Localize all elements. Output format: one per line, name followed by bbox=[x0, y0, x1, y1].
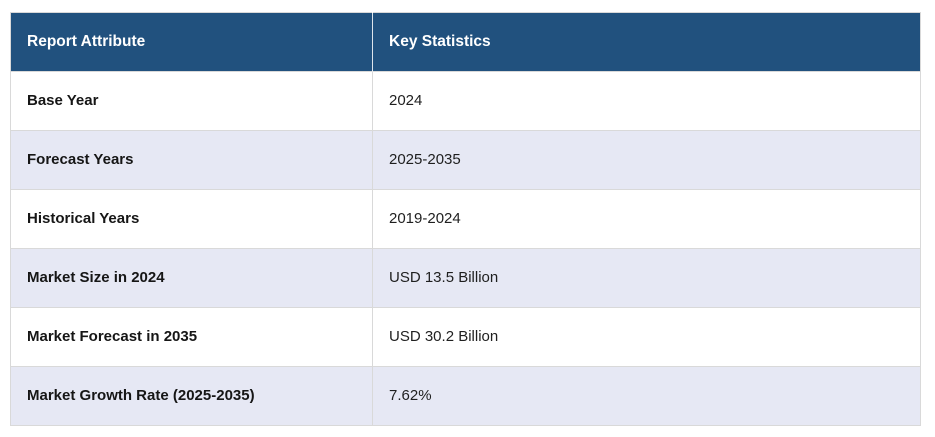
attribute-cell: Historical Years bbox=[10, 189, 373, 249]
value-cell: 2024 bbox=[372, 71, 921, 131]
table-row: Historical Years 2019-2024 bbox=[10, 189, 921, 249]
attribute-cell: Market Growth Rate (2025-2035) bbox=[10, 366, 373, 426]
attribute-cell: Base Year bbox=[10, 71, 373, 131]
value-cell: 7.62% bbox=[372, 366, 921, 426]
attribute-cell: Market Size in 2024 bbox=[10, 248, 373, 308]
table-row: Market Forecast in 2035 USD 30.2 Billion bbox=[10, 307, 921, 367]
report-statistics-table-container: Report Attribute Key Statistics Base Yea… bbox=[10, 12, 921, 426]
value-cell: USD 13.5 Billion bbox=[372, 248, 921, 308]
column-header-report-attribute: Report Attribute bbox=[10, 12, 373, 72]
attribute-cell: Market Forecast in 2035 bbox=[10, 307, 373, 367]
value-cell: 2025-2035 bbox=[372, 130, 921, 190]
table-row: Forecast Years 2025-2035 bbox=[10, 130, 921, 190]
column-header-key-statistics: Key Statistics bbox=[372, 12, 921, 72]
table-row: Market Size in 2024 USD 13.5 Billion bbox=[10, 248, 921, 308]
value-cell: 2019-2024 bbox=[372, 189, 921, 249]
table-header-row: Report Attribute Key Statistics bbox=[10, 12, 921, 72]
value-cell: USD 30.2 Billion bbox=[372, 307, 921, 367]
report-attributes-table: Report Attribute Key Statistics Base Yea… bbox=[10, 12, 921, 426]
table-row: Market Growth Rate (2025-2035) 7.62% bbox=[10, 366, 921, 426]
table-row: Base Year 2024 bbox=[10, 71, 921, 131]
attribute-cell: Forecast Years bbox=[10, 130, 373, 190]
